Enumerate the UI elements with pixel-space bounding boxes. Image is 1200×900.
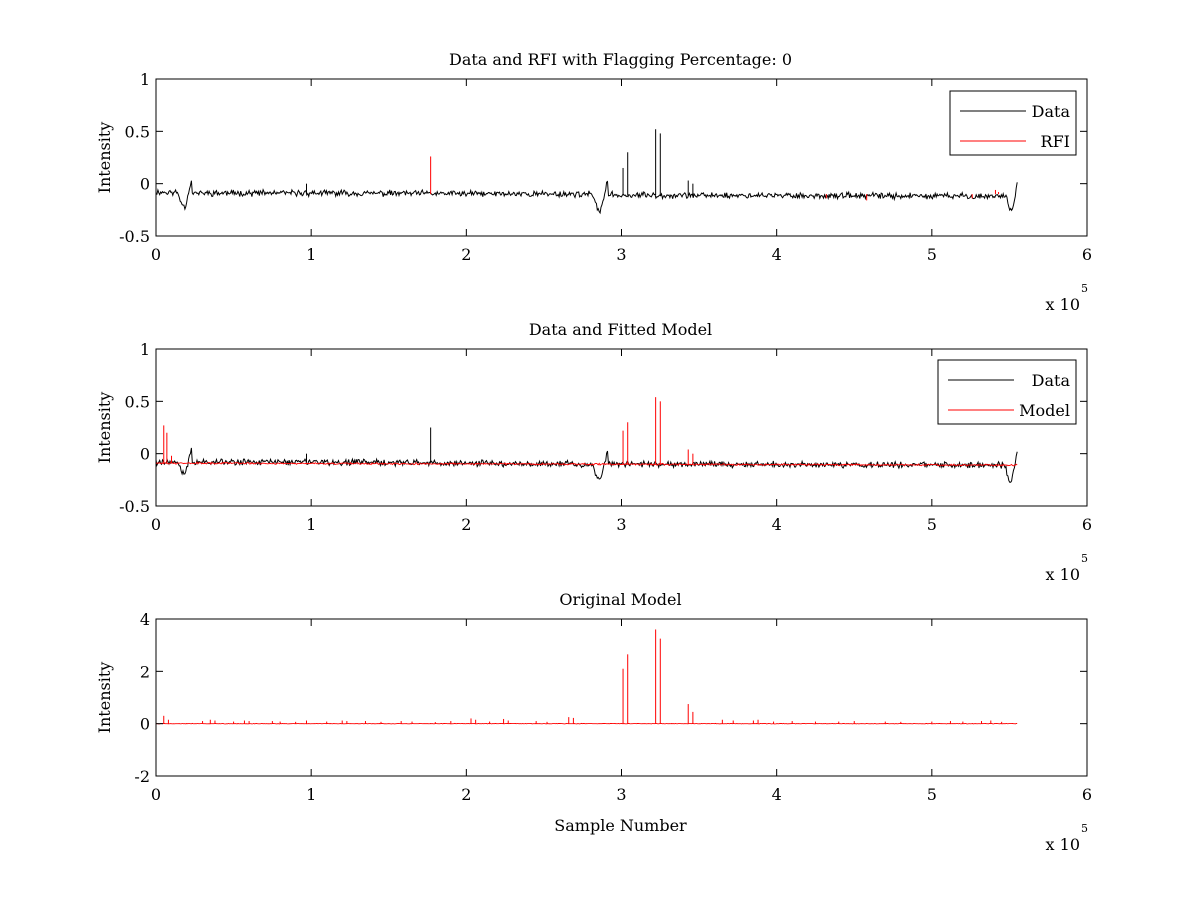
legend-box xyxy=(937,359,1077,425)
y-tick-label: 0.5 xyxy=(125,392,150,411)
y-tick-label: 2 xyxy=(140,662,150,681)
legend-box xyxy=(949,90,1077,156)
series-2-trace xyxy=(156,461,1018,467)
x-tick-label: 5 xyxy=(927,245,937,264)
x-multiplier: x 10 xyxy=(1046,565,1080,584)
legend-label: RFI xyxy=(1041,132,1070,151)
x-tick-label: 1 xyxy=(306,515,316,534)
subplot-title: Data and Fitted Model xyxy=(529,320,712,339)
x-tick-label: 3 xyxy=(616,245,626,264)
x-multiplier: x 10 xyxy=(1046,835,1080,854)
x-tick-label: 1 xyxy=(306,785,316,804)
series-group xyxy=(156,397,1018,483)
series-1 xyxy=(156,629,1018,725)
y-tick-label: 0 xyxy=(140,445,150,464)
series-2 xyxy=(430,156,1000,201)
x-tick-label: 3 xyxy=(616,785,626,804)
legend: Data RFI xyxy=(949,90,1077,156)
legend-label: Model xyxy=(1019,401,1070,420)
legend-label: Data xyxy=(1032,102,1071,121)
legend: Data Model xyxy=(937,359,1077,425)
x-axis-label: Sample Number xyxy=(554,816,687,835)
series-1-trace xyxy=(156,180,1018,215)
x-tick-label: 6 xyxy=(1082,785,1092,804)
y-tick-label: 0 xyxy=(140,175,150,194)
x-tick-label: 4 xyxy=(772,785,782,804)
x-tick-label: 2 xyxy=(461,515,471,534)
x-tick-label: 2 xyxy=(461,245,471,264)
series-group xyxy=(156,129,1018,215)
x-tick-label: 2 xyxy=(461,785,471,804)
x-tick-label: 0 xyxy=(151,515,161,534)
plot-area xyxy=(155,348,1088,507)
y-tick-label: -0.5 xyxy=(119,227,150,246)
plot-area xyxy=(155,618,1088,777)
series-2 xyxy=(156,397,1018,467)
y-tick-label: 0 xyxy=(140,715,150,734)
subplot-title: Data and RFI with Flagging Percentage: 0 xyxy=(449,50,792,69)
x-tick-label: 3 xyxy=(616,515,626,534)
x-multiplier: x 10 xyxy=(1046,295,1080,314)
x-tick-label: 6 xyxy=(1082,515,1092,534)
y-tick-label: 4 xyxy=(140,610,150,629)
series-1 xyxy=(156,129,1018,215)
x-multiplier-exponent: 5 xyxy=(1081,282,1088,295)
x-tick-label: 0 xyxy=(151,245,161,264)
x-tick-label: 5 xyxy=(927,785,937,804)
x-multiplier-exponent: 5 xyxy=(1081,822,1088,835)
x-tick-label: 0 xyxy=(151,785,161,804)
x-tick-label: 4 xyxy=(772,515,782,534)
x-tick-label: 5 xyxy=(927,515,937,534)
x-tick-label: 4 xyxy=(772,245,782,264)
series-group xyxy=(156,629,1018,725)
y-axis-label: Intensity xyxy=(95,662,114,734)
x-tick-label: 1 xyxy=(306,245,316,264)
x-tick-label: 6 xyxy=(1082,245,1092,264)
y-tick-label: -0.5 xyxy=(119,497,150,516)
plot-area xyxy=(155,78,1088,237)
y-tick-label: 1 xyxy=(140,70,150,89)
y-axis-label: Intensity xyxy=(95,392,114,464)
x-multiplier-exponent: 5 xyxy=(1081,552,1088,565)
legend-label: Data xyxy=(1032,371,1071,390)
subplot-title: Original Model xyxy=(559,590,681,609)
y-tick-label: 1 xyxy=(140,340,150,359)
y-tick-label: 0.5 xyxy=(125,122,150,141)
y-tick-label: -2 xyxy=(134,767,150,786)
series-1-trace xyxy=(156,722,1018,725)
y-axis-label: Intensity xyxy=(95,122,114,194)
